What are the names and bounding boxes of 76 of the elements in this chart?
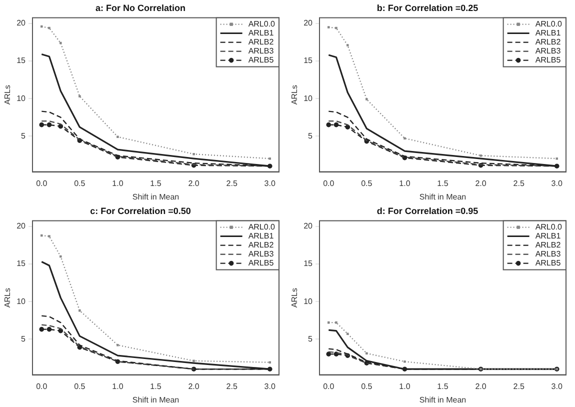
legend-label: ARLB3 — [248, 46, 274, 56]
x-tick-label: 2.5 — [226, 382, 238, 391]
legend-label: ARLB2 — [535, 38, 562, 47]
x-tick-label: 2.5 — [513, 382, 525, 391]
x-axis-title: Shift in Mean — [419, 395, 466, 404]
legend-label: ARL0.0 — [248, 222, 276, 232]
y-tick-label: 10 — [16, 94, 26, 103]
x-tick-label: 0.0 — [36, 178, 48, 188]
y-tick-label: 5 — [21, 131, 26, 140]
legend-label: ARLB2 — [535, 240, 562, 250]
x-tick-label: 1.5 — [437, 382, 449, 391]
y-tick-label: 5 — [21, 334, 26, 344]
y-tick-label: 5 — [308, 334, 314, 344]
x-tick-label: 3.0 — [551, 382, 563, 391]
legend-label: ARLB5 — [248, 56, 274, 65]
x-tick-label: 2.5 — [513, 178, 525, 188]
legend-label: ARL0.0 — [535, 222, 563, 232]
x-tick-label: 3.0 — [264, 382, 276, 391]
chart-title: a: For No Correlation — [95, 2, 186, 13]
x-tick-label: 3.0 — [264, 178, 276, 188]
legend-label: ARL0.0 — [535, 20, 563, 29]
y-tick-label: 10 — [16, 296, 26, 306]
y-axis-title: ARLs — [3, 288, 12, 308]
y-tick-label: 20 — [16, 222, 26, 231]
x-tick-label: 0.0 — [36, 382, 48, 391]
x-tick-label: 2.0 — [188, 382, 200, 391]
x-tick-label: 1.0 — [112, 178, 124, 188]
y-axis-title: ARLs — [290, 85, 300, 105]
x-tick-label: 0.5 — [361, 382, 373, 391]
x-tick-label: 2.5 — [226, 178, 238, 188]
y-tick-label: 10 — [304, 94, 314, 103]
legend-label: ARLB1 — [248, 28, 274, 38]
y-tick-label: 15 — [16, 259, 26, 268]
x-tick-label: 1.0 — [112, 382, 124, 391]
legend-label: ARLB2 — [248, 240, 274, 250]
chart-title: d: For Correlation =0.95 — [376, 206, 478, 216]
y-tick-label: 20 — [16, 18, 26, 28]
x-axis-title: Shift in Mean — [132, 192, 180, 202]
legend-label: ARLB3 — [248, 250, 274, 259]
legend-label: ARLB5 — [535, 258, 562, 268]
legend-label: ARLB1 — [248, 232, 274, 241]
legend-label: ARLB3 — [535, 250, 562, 259]
x-tick-label: 2.0 — [475, 178, 487, 188]
y-tick-label: 15 — [304, 259, 314, 268]
x-tick-label: 0.0 — [323, 178, 335, 188]
y-axis-title: ARLs — [3, 85, 12, 105]
legend-label: ARLB1 — [535, 232, 562, 241]
y-tick-label: 5 — [308, 131, 314, 140]
chart-title: c: For Correlation =0.50 — [90, 206, 191, 216]
y-tick-label: 15 — [304, 56, 314, 66]
y-axis-title: ARLs — [290, 288, 300, 308]
x-tick-label: 1.0 — [399, 178, 411, 188]
x-tick-label: 1.0 — [399, 382, 411, 391]
x-tick-label: 0.5 — [361, 178, 373, 188]
y-tick-label: 15 — [16, 56, 26, 66]
x-tick-label: 2.0 — [475, 382, 487, 391]
y-tick-label: 20 — [304, 18, 314, 28]
legend-label: ARLB3 — [535, 46, 562, 56]
x-tick-label: 1.5 — [150, 178, 162, 188]
legend-label: ARLB2 — [248, 38, 274, 47]
legend-label: ARLB5 — [535, 56, 562, 65]
x-tick-label: 3.0 — [551, 178, 563, 188]
x-tick-label: 2.0 — [188, 178, 200, 188]
x-tick-label: 0.0 — [323, 382, 335, 391]
x-axis-title: Shift in Mean — [419, 192, 466, 202]
x-tick-label: 1.5 — [437, 178, 449, 188]
legend-label: ARL0.0 — [248, 20, 276, 29]
x-tick-label: 0.5 — [74, 382, 86, 391]
y-tick-label: 10 — [304, 296, 314, 306]
x-axis-title: Shift in Mean — [132, 395, 180, 404]
x-tick-label: 0.5 — [74, 178, 86, 188]
chart-title: b: For Correlation =0.25 — [376, 2, 478, 13]
legend-label: ARLB5 — [248, 258, 274, 268]
y-tick-label: 20 — [304, 222, 314, 231]
x-tick-label: 1.5 — [150, 382, 162, 391]
legend-label: ARLB1 — [535, 28, 562, 38]
